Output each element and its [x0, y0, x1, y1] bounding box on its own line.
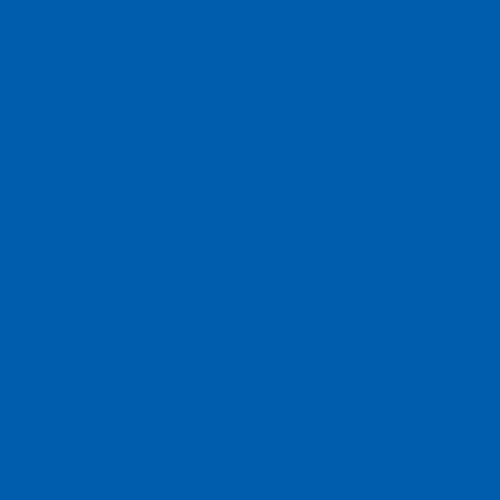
background-panel [0, 0, 500, 500]
